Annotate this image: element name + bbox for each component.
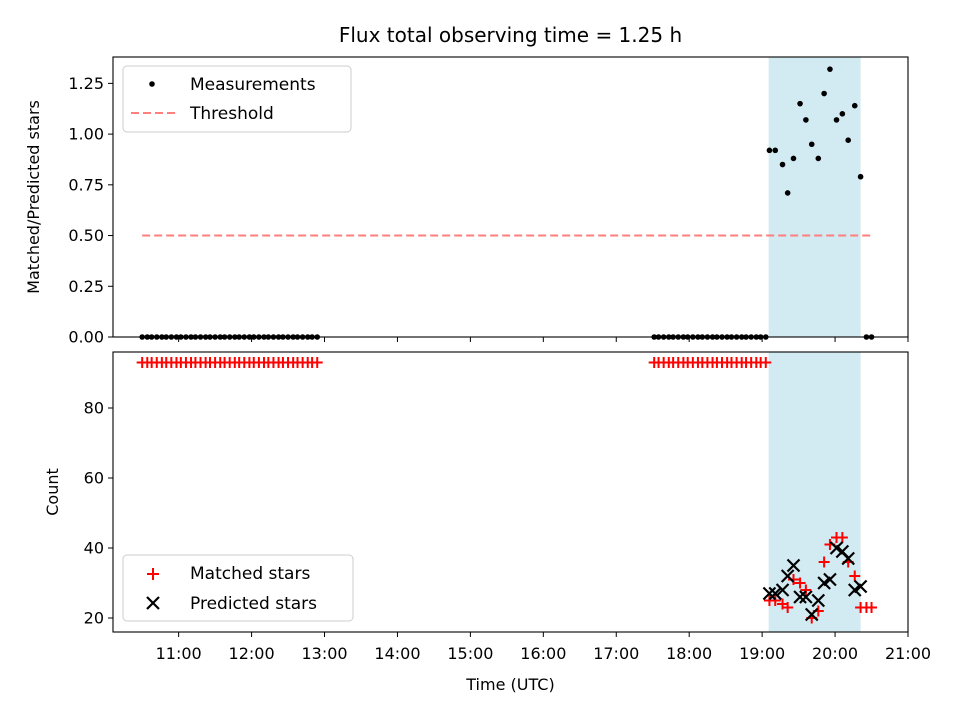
predicted-star-point <box>793 590 807 604</box>
legend-box <box>122 65 352 133</box>
predicted-star-point <box>786 558 801 573</box>
x-axis-label: Time (UTC) <box>465 675 554 694</box>
series-matched-stars <box>136 357 878 624</box>
measurement-point <box>815 155 822 162</box>
measurement-point <box>779 161 786 168</box>
predicted-star-point <box>823 572 837 587</box>
matched-star-point <box>782 602 794 613</box>
y-axis-label: Matched/Predicted stars <box>24 100 43 294</box>
y-tick-label: 0.75 <box>68 175 104 194</box>
y-tick-label: 1.25 <box>68 74 104 93</box>
panel-count: 20 40 60 80 11:00 12:00 13:00 14:00 15:00 16:00 17… <box>43 351 931 663</box>
x-tick-label: 21:00 <box>885 644 931 663</box>
predicted-star-point <box>841 551 855 566</box>
y-tick-label: 0.00 <box>68 328 104 347</box>
legend-box <box>122 554 354 622</box>
series-predicted-stars <box>762 541 868 622</box>
measurement-point <box>827 66 833 72</box>
y-axis-label: Count <box>43 468 62 516</box>
legend-matched-marker <box>147 568 159 580</box>
matched-star-point <box>760 357 772 368</box>
measurement-point <box>839 111 846 117</box>
measurement-point <box>803 117 809 123</box>
y-tick-label: 0.50 <box>68 226 104 245</box>
measurement-point <box>772 147 779 154</box>
measurement-point <box>845 137 851 143</box>
legend-top: Measurements Threshold <box>122 65 352 133</box>
matched-star-point <box>311 357 323 368</box>
matched-star-point <box>836 532 848 543</box>
predicted-star-point <box>775 583 790 597</box>
x-tick-label: 18:00 <box>666 644 712 663</box>
y-tick-label: 80 <box>84 399 104 418</box>
observing-window-span <box>768 352 861 632</box>
predicted-star-point <box>804 607 819 622</box>
chart-title: Flux total observing time = 1.25 h <box>339 23 682 47</box>
legend-predicted-label: Predicted stars <box>190 594 317 614</box>
y-tick-label: 40 <box>84 539 104 558</box>
measurement-point <box>766 147 773 154</box>
y-tick-label: 1.00 <box>68 125 104 144</box>
matched-star-point <box>800 584 812 596</box>
y-tick-label: 60 <box>84 469 104 488</box>
x-tick-label: 11:00 <box>156 644 202 663</box>
measurement-point <box>821 90 827 97</box>
x-tick-label: 15:00 <box>447 644 493 663</box>
x-tick-label: 16:00 <box>520 644 566 663</box>
x-tick-label: 19:00 <box>739 644 785 663</box>
matched-star-point <box>769 595 781 606</box>
measurement-point <box>857 173 864 180</box>
x-tick-label: 17:00 <box>593 644 639 663</box>
x-tick-label: 13:00 <box>301 644 347 663</box>
measurement-point <box>784 190 791 196</box>
legend-threshold-label: Threshold <box>189 104 274 124</box>
x-tick-label: 12:00 <box>229 644 275 663</box>
predicted-star-point <box>811 593 826 608</box>
x-tick-label: 20:00 <box>812 644 858 663</box>
measurement-point <box>851 102 858 109</box>
panel-ratio: 0.00 0.25 0.50 0.75 1.00 1.25 Matched/Predicte… <box>24 56 909 347</box>
matched-star-point <box>849 570 861 582</box>
predicted-star-point <box>799 590 813 604</box>
predicted-star-point <box>768 586 783 601</box>
measurement-point <box>797 100 803 107</box>
legend-measurements-label: Measurements <box>190 75 316 95</box>
legend-bottom: Matched stars Predicted stars <box>122 554 354 622</box>
predicted-star-point <box>853 579 868 594</box>
axes-frame <box>112 351 909 633</box>
measurement-point <box>833 117 840 123</box>
legend-matched-label: Matched stars <box>190 564 310 584</box>
y-tick-label: 20 <box>84 609 104 628</box>
x-tick-label: 14:00 <box>374 644 420 663</box>
observing-window-span <box>768 57 861 337</box>
matched-star-point <box>818 556 830 568</box>
measurement-point <box>808 141 815 148</box>
matched-star-point <box>794 577 806 589</box>
legend-predicted-marker <box>146 596 160 610</box>
axes-frame <box>112 56 909 338</box>
predicted-star-point <box>762 586 777 601</box>
predicted-star-point <box>780 569 795 583</box>
y-tick-label: 0.25 <box>68 277 104 296</box>
measurement-point <box>790 155 797 162</box>
legend-measurement-marker <box>149 81 155 87</box>
matched-star-point <box>866 602 878 613</box>
